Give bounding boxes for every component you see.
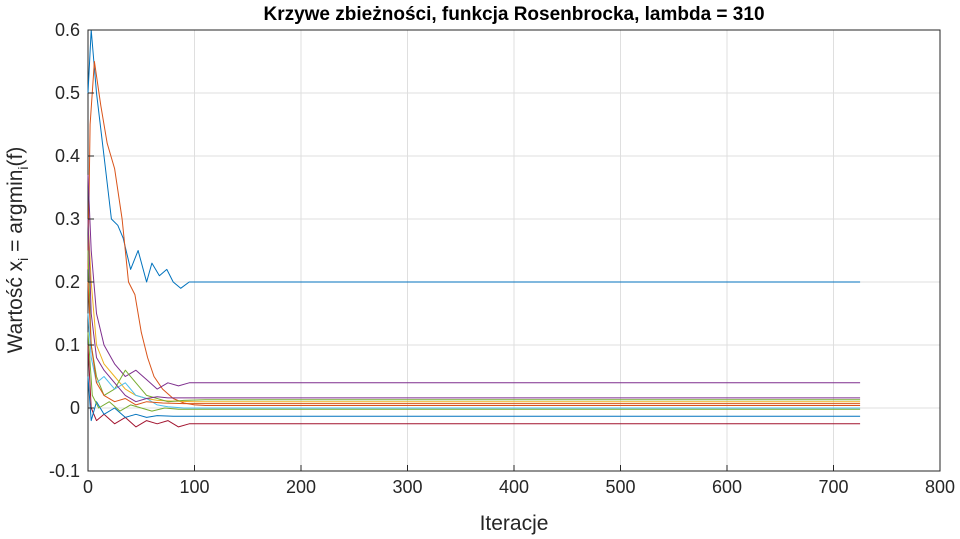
series-line-1 (87, 29, 861, 289)
x-tick-label: 400 (499, 477, 529, 497)
series-line-9 (87, 281, 861, 406)
series-line-4 (87, 174, 861, 390)
x-tick-label: 700 (818, 477, 848, 497)
y-tick-label: 0 (70, 398, 80, 418)
ticks-layer: 0 100 200 300 400 500 600 700 800-0.100.10.20.30… (49, 20, 955, 497)
x-tick-label: 600 (712, 477, 742, 497)
series-line-5 (87, 250, 861, 403)
series-line-8 (87, 376, 861, 422)
y-tick-label: -0.1 (49, 461, 80, 481)
y-tick-label: 0.6 (55, 20, 80, 40)
x-tick-label: 800 (925, 477, 955, 497)
series-line-10 (87, 218, 861, 403)
y-axis-label: Wartość xi = argmini(f) (4, 147, 31, 354)
series-line-11 (87, 332, 861, 412)
x-tick-label: 300 (392, 477, 422, 497)
x-tick-label: 100 (179, 477, 209, 497)
y-tick-label: 0.2 (55, 272, 80, 292)
y-tick-label: 0.4 (55, 146, 80, 166)
y-tick-label: 0.1 (55, 335, 80, 355)
y-tick-label: 0.5 (55, 83, 80, 103)
x-tick-label: 200 (286, 477, 316, 497)
series-line-7 (87, 344, 861, 428)
chart-title: Krzywe zbieżności, funkcja Rosenbrocka, … (263, 4, 764, 25)
series-layer (87, 29, 861, 428)
x-tick-label: 500 (605, 477, 635, 497)
x-axis-label: Iteracje (480, 512, 549, 535)
x-tick-label: 0 (83, 477, 93, 497)
y-tick-label: 0.3 (55, 209, 80, 229)
